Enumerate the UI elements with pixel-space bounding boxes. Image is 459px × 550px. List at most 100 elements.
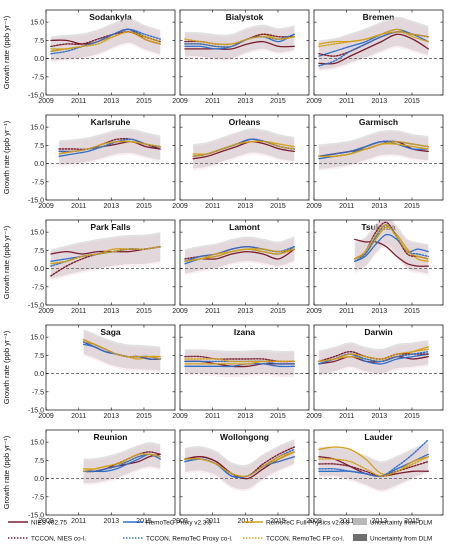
legend-swatch — [353, 534, 367, 541]
x-tick-label: 2011 — [205, 98, 220, 105]
uncertainty-band-overlay — [184, 238, 295, 276]
x-tick-label: 2015 — [270, 203, 286, 210]
x-tick-label: 2015 — [404, 98, 420, 105]
x-tick-label: 2015 — [404, 308, 420, 315]
x-tick-label: 2011 — [205, 308, 220, 315]
x-tick-label: 2011 — [339, 308, 354, 315]
y-tick-label: 15.0 — [30, 230, 44, 237]
y-axis-label: Growth rate (ppb yr⁻¹) — [2, 120, 11, 194]
x-tick-label: 2015 — [270, 518, 286, 525]
series-line-1 — [184, 40, 295, 50]
legend-swatch — [353, 518, 367, 525]
panel-park-falls: Park Falls 2009 2011 2013 2015 15.0 7.5 0.0 -7.5… — [2, 219, 176, 315]
x-tick-label: 2009 — [306, 308, 322, 315]
x-tick-label: 2015 — [136, 413, 152, 420]
x-tick-label: 2011 — [339, 518, 354, 525]
panel-frame — [45, 219, 176, 306]
uncertainty-band — [83, 329, 161, 371]
legend-item: RemoTeC Proxy v2.3.8 — [123, 519, 212, 526]
x-tick-label: 2013 — [104, 308, 120, 315]
x-tick-label: 2013 — [104, 413, 120, 420]
series-line-6 — [184, 248, 295, 262]
x-tick-label: 2015 — [270, 413, 286, 420]
panel-frame — [179, 9, 310, 96]
x-tick-label: 2013 — [238, 308, 254, 315]
series-line-6 — [58, 140, 161, 155]
x-tick-label: 2009 — [38, 203, 54, 210]
legend: NIES v02.75 RemoTeC Proxy v2.3.8 RemoTeC F… — [8, 518, 432, 542]
panel-frame — [179, 429, 310, 516]
x-tick-label: 2013 — [372, 98, 388, 105]
panel-frame — [179, 219, 310, 306]
x-tick-label: 2013 — [104, 518, 120, 525]
uncertainty-band-overlay — [50, 234, 161, 281]
x-tick-label: 2011 — [205, 413, 220, 420]
panel-title: Orleans — [229, 117, 261, 127]
y-tick-label: -7.5 — [32, 494, 44, 501]
panel-frame — [313, 429, 444, 516]
x-tick-label: 2009 — [172, 203, 188, 210]
x-tick-label: 2015 — [270, 308, 286, 315]
series-line-6 — [82, 453, 161, 472]
y-tick-label: -15.0 — [28, 93, 44, 100]
panel-bialystok: Bialystok 2009 2011 2013 2015 — [172, 9, 310, 105]
uncertainty-band — [184, 349, 295, 376]
y-tick-label: 7.5 — [34, 38, 44, 45]
series-line-6 — [184, 451, 295, 478]
panel-frame — [313, 324, 444, 411]
x-tick-label: 2013 — [372, 413, 388, 420]
x-tick-label: 2009 — [306, 413, 322, 420]
x-tick-label: 2011 — [71, 98, 86, 105]
legend-item: Uncertainty from DLM — [353, 534, 432, 542]
legend-label: Uncertainty from DLM — [370, 535, 432, 542]
x-tick-label: 2015 — [404, 203, 420, 210]
x-tick-label: 2009 — [172, 518, 188, 525]
x-tick-label: 2011 — [339, 413, 354, 420]
legend-item: RemoTeC Full Physics v2.3.8 — [243, 519, 350, 526]
panel-title: Lamont — [229, 222, 260, 232]
x-tick-label: 2015 — [270, 98, 286, 105]
uncertainty-band — [184, 236, 295, 274]
y-tick-label: 7.5 — [34, 353, 44, 360]
legend-item: TCCON, RemoTeC Proxy co-l. — [123, 535, 233, 542]
series-line-2 — [354, 233, 429, 262]
uncertainty-band — [318, 340, 429, 375]
x-tick-label: 2013 — [104, 203, 120, 210]
legend-label: TCCON, NIES co-l. — [31, 535, 86, 542]
panel-izana: Izana 2009 2011 2013 2015 — [172, 324, 310, 420]
x-tick-label: 2011 — [205, 203, 220, 210]
x-tick-label: 2015 — [136, 98, 152, 105]
series-line-5 — [354, 224, 429, 262]
legend-item: TCCON, NIES co-l. — [8, 535, 86, 542]
panel-frame — [45, 429, 176, 516]
panel-title: Bialystok — [226, 12, 264, 22]
y-axis-label: Growth rate (ppb yr⁻¹) — [2, 435, 11, 509]
x-tick-label: 2013 — [238, 203, 254, 210]
y-tick-label: -15.0 — [28, 513, 44, 520]
y-tick-label: 15.0 — [30, 440, 44, 447]
uncertainty-band-overlay — [184, 441, 295, 492]
uncertainty-band — [318, 130, 429, 169]
panel-title: Garmisch — [359, 117, 398, 127]
series-line-5 — [50, 28, 161, 55]
x-tick-label: 2009 — [172, 308, 188, 315]
x-tick-label: 2009 — [172, 98, 188, 105]
uncertainty-band-overlay — [354, 220, 429, 276]
x-tick-label: 2015 — [136, 203, 152, 210]
x-tick-label: 2011 — [205, 518, 220, 525]
series-line-6 — [82, 338, 161, 360]
y-tick-label: 15.0 — [30, 125, 44, 132]
panel-frame — [45, 9, 176, 96]
panel-karlsruhe: Karlsruhe 2009 2011 2013 2015 15.0 7.5 0.0 -7.5 -… — [2, 114, 176, 210]
series-line-5 — [318, 439, 429, 478]
panel-title: Park Falls — [90, 222, 130, 232]
panel-saga: Saga 2009 2011 2013 2015 15.0 7.5 0.0 -7.5 -15.0 G… — [2, 324, 176, 420]
x-tick-label: 2011 — [71, 413, 86, 420]
panel-frame — [45, 114, 176, 201]
y-tick-label: -15.0 — [28, 303, 44, 310]
series-line-6 — [318, 348, 429, 363]
y-axis-label: Growth rate (ppb yr⁻¹) — [2, 15, 11, 89]
x-tick-label: 2015 — [136, 518, 152, 525]
series-line-1 — [192, 140, 295, 160]
